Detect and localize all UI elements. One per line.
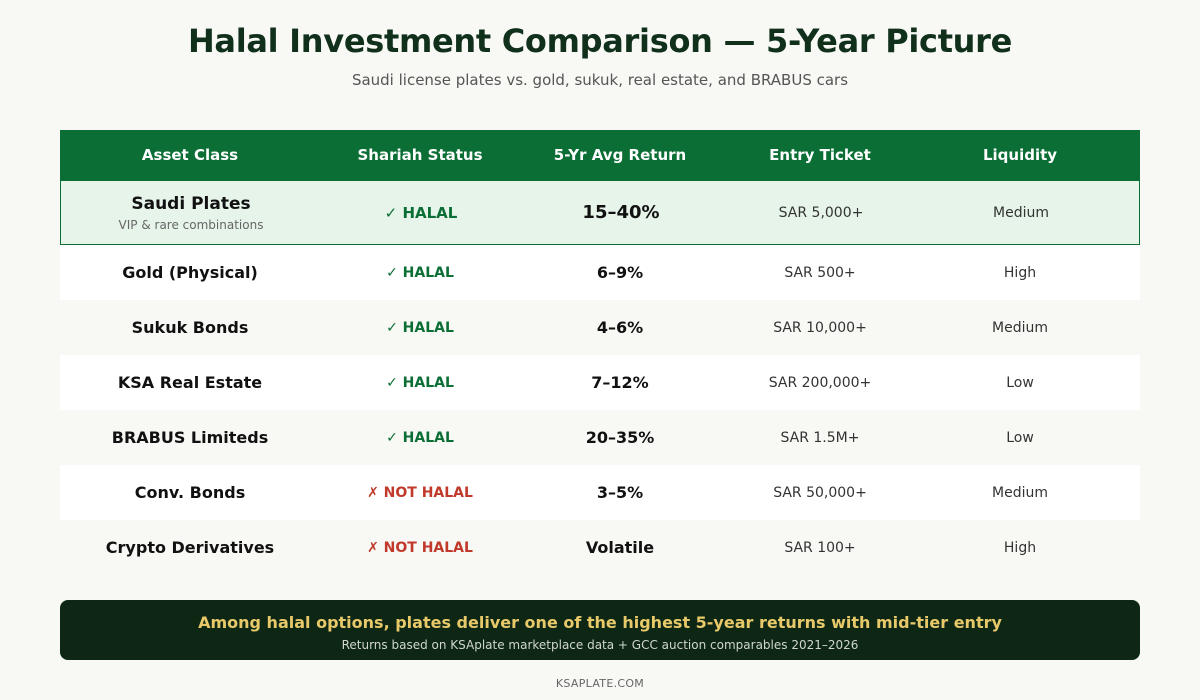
banner-headline: Among halal options, plates deliver one … <box>198 613 1002 632</box>
status-badge-halal: ✓ HALAL <box>386 374 454 391</box>
cell-asset-class: Crypto Derivatives <box>60 538 320 557</box>
table-row: Sukuk Bonds ✓ HALAL 4–6% SAR 10,000+ Medium <box>60 300 1140 355</box>
asset-name: Gold (Physical) <box>122 263 258 282</box>
column-header-asset-class: Asset Class <box>141 146 239 164</box>
comparison-table: Asset Class Shariah Status 5-Yr Avg Retu… <box>60 130 1140 575</box>
cell-return: 15–40% <box>582 202 660 223</box>
cell-return: 3–5% <box>596 483 644 502</box>
cell-asset-class: Conv. Bonds <box>60 483 320 502</box>
asset-name: Sukuk Bonds <box>131 318 249 337</box>
cell-asset-class: Sukuk Bonds <box>60 318 320 337</box>
cell-return: 4–6% <box>596 318 644 337</box>
cell-entry-ticket: SAR 200,000+ <box>768 374 872 391</box>
cell-return: 7–12% <box>591 373 649 392</box>
column-header-entry-ticket: Entry Ticket <box>769 146 871 164</box>
table-row: BRABUS Limiteds ✓ HALAL 20–35% SAR 1.5M+ Low <box>60 410 1140 465</box>
cell-asset-class: Saudi Plates VIP & rare combinations <box>61 194 321 232</box>
cell-entry-ticket: SAR 50,000+ <box>773 484 867 501</box>
asset-subtitle: VIP & rare combinations <box>118 217 264 232</box>
table-row: Crypto Derivatives ✗ NOT HALAL Volatile SAR… <box>60 520 1140 575</box>
cell-liquidity: Medium <box>992 319 1048 336</box>
cell-asset-class: BRABUS Limiteds <box>60 428 320 447</box>
table-row: KSA Real Estate ✓ HALAL 7–12% SAR 200,000+ L… <box>60 355 1140 410</box>
status-badge-halal: ✓ HALAL <box>386 264 454 281</box>
cell-entry-ticket: SAR 5,000+ <box>778 204 864 221</box>
summary-banner: Among halal options, plates deliver one … <box>60 600 1140 660</box>
table-body: Saudi Plates VIP & rare combinations ✓ HAL… <box>60 180 1140 575</box>
cell-entry-ticket: SAR 1.5M+ <box>780 429 860 446</box>
page-title: Halal Investment Comparison — 5-Year Pic… <box>187 22 1013 60</box>
column-header-liquidity: Liquidity <box>982 146 1058 164</box>
cell-liquidity: Low <box>1006 374 1034 391</box>
column-header-return: 5-Yr Avg Return <box>553 146 687 164</box>
status-badge-halal: ✓ HALAL <box>384 203 458 222</box>
cell-liquidity: Low <box>1006 429 1034 446</box>
column-header-shariah-status: Shariah Status <box>357 146 483 164</box>
status-badge-halal: ✓ HALAL <box>386 319 454 336</box>
status-badge-not-halal: ✗ NOT HALAL <box>367 484 473 501</box>
cell-liquidity: High <box>1003 264 1037 281</box>
status-badge-not-halal: ✗ NOT HALAL <box>367 539 473 556</box>
asset-name: Conv. Bonds <box>134 483 246 502</box>
asset-name: KSA Real Estate <box>117 373 263 392</box>
table-header: Asset Class Shariah Status 5-Yr Avg Retu… <box>60 130 1140 180</box>
table-row: Conv. Bonds ✗ NOT HALAL 3–5% SAR 50,000+ Med… <box>60 465 1140 520</box>
cell-liquidity: Medium <box>992 484 1048 501</box>
status-badge-halal: ✓ HALAL <box>386 429 454 446</box>
cell-entry-ticket: SAR 10,000+ <box>773 319 867 336</box>
page-subtitle: Saudi license plates vs. gold, sukuk, re… <box>351 71 849 89</box>
asset-name: BRABUS Limiteds <box>111 428 269 447</box>
banner-note: Returns based on KSAplate marketplace da… <box>341 638 859 652</box>
cell-asset-class: Gold (Physical) <box>60 263 320 282</box>
cell-entry-ticket: SAR 100+ <box>784 539 856 556</box>
asset-name: Crypto Derivatives <box>105 538 275 557</box>
cell-liquidity: High <box>1003 539 1037 556</box>
cell-liquidity: Medium <box>993 204 1049 221</box>
cell-entry-ticket: SAR 500+ <box>784 264 856 281</box>
cell-return: 20–35% <box>585 428 655 447</box>
footer-site: KSAPLATE.COM <box>555 677 645 690</box>
asset-name: Saudi Plates <box>131 193 251 214</box>
cell-asset-class: KSA Real Estate <box>60 373 320 392</box>
table-row: Gold (Physical) ✓ HALAL 6–9% SAR 500+ High <box>60 245 1140 300</box>
table-row: Saudi Plates VIP & rare combinations ✓ HAL… <box>60 180 1140 245</box>
cell-return: Volatile <box>585 538 655 557</box>
cell-return: 6–9% <box>596 263 644 282</box>
